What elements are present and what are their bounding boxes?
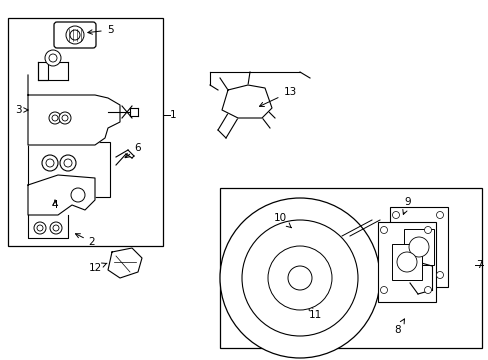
Text: 9: 9 bbox=[402, 197, 410, 215]
Circle shape bbox=[396, 252, 416, 272]
Circle shape bbox=[34, 222, 46, 234]
Bar bbox=[8, 18, 163, 246]
Bar bbox=[403, 229, 433, 265]
Text: 13: 13 bbox=[259, 87, 296, 107]
Circle shape bbox=[220, 198, 379, 358]
Circle shape bbox=[50, 222, 62, 234]
Circle shape bbox=[45, 50, 61, 66]
Bar bbox=[377, 222, 435, 302]
Bar bbox=[220, 188, 481, 348]
Circle shape bbox=[424, 226, 430, 234]
Circle shape bbox=[424, 287, 430, 293]
Circle shape bbox=[62, 115, 68, 121]
Circle shape bbox=[71, 188, 85, 202]
Circle shape bbox=[287, 266, 311, 290]
Circle shape bbox=[49, 54, 57, 62]
Circle shape bbox=[392, 212, 399, 219]
Text: 6: 6 bbox=[125, 143, 141, 158]
Text: 2: 2 bbox=[75, 234, 95, 247]
Bar bbox=[391, 244, 421, 280]
Text: 1: 1 bbox=[170, 110, 176, 120]
Circle shape bbox=[42, 155, 58, 171]
Circle shape bbox=[408, 237, 428, 257]
FancyBboxPatch shape bbox=[54, 22, 96, 48]
Polygon shape bbox=[222, 85, 271, 118]
Text: 5: 5 bbox=[88, 25, 113, 35]
Circle shape bbox=[53, 225, 59, 231]
Text: 4: 4 bbox=[52, 200, 58, 210]
Polygon shape bbox=[28, 75, 120, 145]
Polygon shape bbox=[28, 215, 68, 238]
Circle shape bbox=[267, 246, 331, 310]
Text: 10: 10 bbox=[273, 213, 291, 228]
Polygon shape bbox=[28, 175, 95, 215]
Circle shape bbox=[52, 115, 58, 121]
Circle shape bbox=[436, 271, 443, 279]
Text: 11: 11 bbox=[308, 306, 321, 320]
Circle shape bbox=[64, 159, 72, 167]
Circle shape bbox=[66, 26, 84, 44]
Circle shape bbox=[380, 226, 386, 234]
Text: 12: 12 bbox=[88, 263, 107, 273]
Bar bbox=[389, 207, 447, 287]
Polygon shape bbox=[108, 248, 142, 278]
Circle shape bbox=[70, 30, 80, 40]
Circle shape bbox=[49, 112, 61, 124]
Text: 8: 8 bbox=[394, 319, 404, 335]
Circle shape bbox=[392, 271, 399, 279]
Circle shape bbox=[242, 220, 357, 336]
Circle shape bbox=[59, 112, 71, 124]
Polygon shape bbox=[38, 62, 48, 80]
Circle shape bbox=[60, 155, 76, 171]
Circle shape bbox=[380, 287, 386, 293]
Circle shape bbox=[46, 159, 54, 167]
Circle shape bbox=[436, 212, 443, 219]
Bar bbox=[28, 142, 110, 197]
Text: 7: 7 bbox=[475, 260, 482, 270]
Text: 3: 3 bbox=[15, 105, 28, 115]
Circle shape bbox=[37, 225, 43, 231]
